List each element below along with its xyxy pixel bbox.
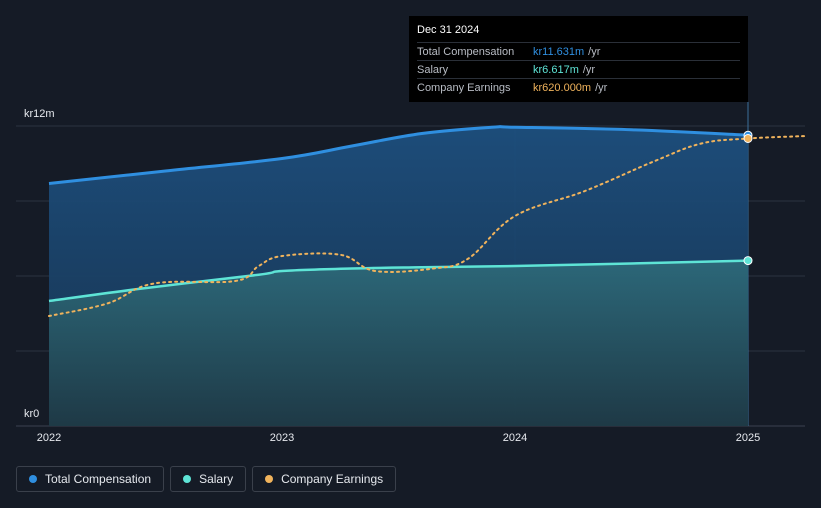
company-earnings-marker	[743, 134, 753, 143]
tooltip-date: Dec 31 2024	[417, 24, 480, 36]
total-compensation-line	[48, 125, 749, 185]
tooltip-label: Company Earnings	[417, 81, 511, 94]
legend-dot-icon	[183, 475, 192, 483]
x-tick-label-2025: 2025	[735, 432, 761, 444]
tooltip-row-total-compensation: Total Compensation kr11.631m /yr	[417, 42, 740, 60]
chart-legend: Total Compensation Salary Company Earnin…	[16, 466, 397, 492]
tooltip-unit: /yr	[595, 81, 608, 94]
company-earnings-line	[48, 135, 808, 317]
tooltip-value: kr11.631m	[533, 45, 585, 58]
compensation-chart	[16, 102, 808, 427]
tooltip-value: kr620.000m	[533, 81, 592, 94]
legend-item-total-compensation[interactable]: Total Compensation	[16, 466, 165, 492]
tooltip-unit: /yr	[582, 63, 596, 76]
tooltip-row-salary: Salary kr6.617m /yr	[417, 60, 740, 78]
x-tick-label-2022: 2022	[36, 432, 62, 444]
legend-label: Company Earnings	[281, 472, 384, 486]
x-tick-label-2024: 2024	[502, 432, 528, 444]
legend-label: Total Compensation	[45, 472, 152, 486]
tooltip-label: Total Compensation	[417, 45, 515, 58]
x-tick-label-2023: 2023	[269, 432, 295, 444]
legend-label: Salary	[199, 472, 234, 486]
salary-line	[48, 259, 749, 303]
legend-dot-icon	[29, 475, 37, 483]
tooltip-value: kr6.617m	[533, 63, 579, 76]
y-tick-label-top: kr12m	[24, 108, 55, 120]
legend-item-company-earnings[interactable]: Company Earnings	[252, 466, 397, 492]
tooltip-unit: /yr	[588, 45, 601, 58]
legend-item-salary[interactable]: Salary	[170, 466, 247, 492]
salary-area	[49, 260, 748, 426]
salary-marker	[743, 256, 753, 266]
tooltip-label: Salary	[417, 63, 449, 76]
legend-dot-icon	[265, 475, 274, 483]
hover-tooltip: Dec 31 2024 Total Compensation kr11.631m…	[409, 16, 748, 102]
y-tick-label-bottom: kr0	[24, 408, 40, 420]
tooltip-row-company-earnings: Company Earnings kr620.000m /yr	[417, 78, 740, 96]
